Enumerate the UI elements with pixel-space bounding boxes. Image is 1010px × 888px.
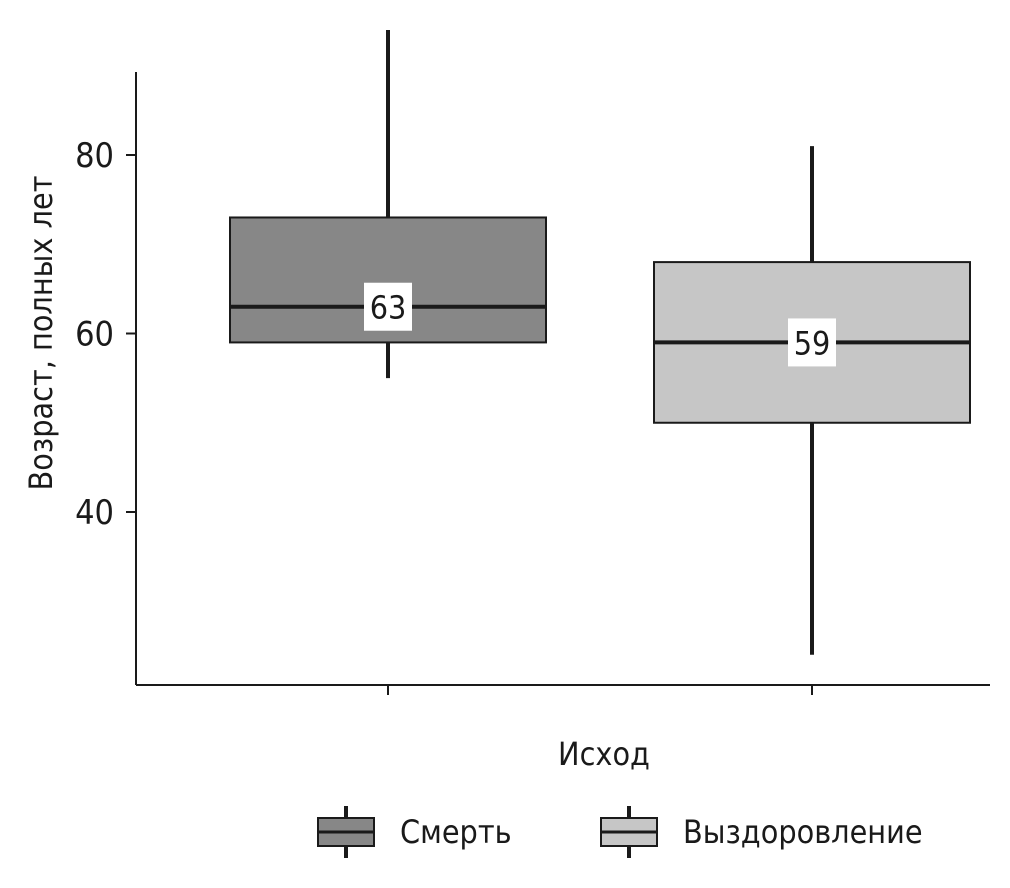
median-label-bg [364,282,412,331]
median-label-bg [788,318,836,367]
box-2: 59 [653,146,971,655]
legend-item-1: Смерть [317,806,512,858]
x-axis-title: Исход [558,735,650,773]
boxes: 63 59 [229,30,971,655]
y-tick-label-80: 80 [75,136,114,176]
y-ticks: 40 60 80 [75,136,136,533]
x-ticks [387,685,813,695]
y-axis-title: Возраст, полных лет [22,176,60,491]
y-tick-label-40: 40 [75,493,114,533]
legend-item-2: Выздоровление [600,806,923,858]
y-axis: 40 60 80 [75,72,137,685]
legend-label: Выздоровление [683,813,923,851]
median-label: 63 [370,289,407,327]
y-tick-label-60: 60 [75,315,114,355]
x-axis [136,684,990,695]
legend: Смерть Выздоровление [317,806,923,858]
median-label: 59 [794,324,831,362]
box-1: 63 [229,30,547,379]
legend-label: Смерть [400,813,512,851]
